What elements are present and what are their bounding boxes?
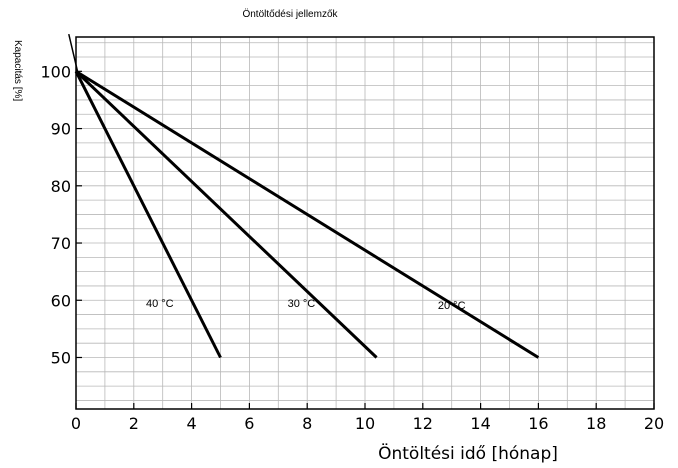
y-tick-label: 50 bbox=[51, 348, 71, 367]
series-label: 30 °C bbox=[288, 298, 316, 310]
y-tick-label: 80 bbox=[51, 177, 71, 196]
x-tick-label: 12 bbox=[413, 414, 433, 433]
x-tick-label: 10 bbox=[355, 414, 375, 433]
series-group bbox=[68, 33, 540, 359]
tick-labels: 0 2 4 6 8 10 12 14 16 18 20 50 60 70 80 90 100 bbox=[40, 62, 664, 433]
x-tick-label: 2 bbox=[129, 414, 139, 433]
x-tick-label: 8 bbox=[302, 414, 312, 433]
y-tick-label: 100 bbox=[40, 62, 71, 81]
y-tick-label: 90 bbox=[51, 120, 71, 139]
x-tick-label: 0 bbox=[71, 414, 81, 433]
x-axis-label: Öntöltési idő [hónap] bbox=[378, 442, 558, 464]
series-label: 20 °C bbox=[438, 300, 466, 312]
x-tick-label: 6 bbox=[244, 414, 254, 433]
x-tick-label: 16 bbox=[528, 414, 548, 433]
series-line bbox=[75, 70, 540, 359]
series-line bbox=[74, 70, 222, 359]
x-tick-label: 18 bbox=[586, 414, 606, 433]
x-tick-label: 14 bbox=[470, 414, 490, 433]
grid bbox=[76, 37, 654, 409]
axis-corner-stroke bbox=[68, 33, 80, 78]
series-labels: 40 °C 30 °C 20 °C bbox=[146, 298, 466, 312]
y-tick-label: 60 bbox=[51, 291, 71, 310]
series-label: 40 °C bbox=[146, 298, 174, 310]
series-line bbox=[74, 70, 378, 359]
x-tick-label: 4 bbox=[187, 414, 197, 433]
x-tick-label: 20 bbox=[644, 414, 664, 433]
y-axis-label: Kapacitás [%] bbox=[12, 40, 23, 101]
y-tick-label: 70 bbox=[51, 234, 71, 253]
chart-title: Öntöltődési jellemzők bbox=[242, 8, 338, 20]
